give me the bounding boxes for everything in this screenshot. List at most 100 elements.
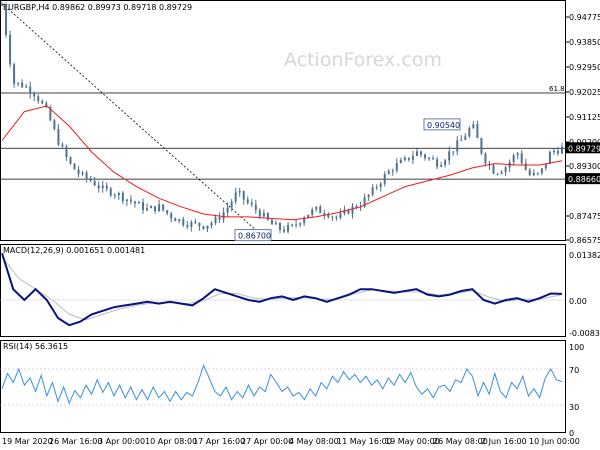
candle-body	[484, 153, 487, 164]
candle-body	[186, 224, 189, 227]
candle-body	[150, 206, 153, 209]
x-tick-label: 10 Jun 00:00	[529, 437, 580, 446]
candle-body	[218, 217, 221, 220]
macd-y-tick-label: 0.00	[569, 297, 587, 306]
candle-body	[25, 86, 28, 88]
candle-body	[93, 180, 96, 186]
candle-body	[496, 173, 499, 175]
candle-body	[351, 206, 354, 214]
candle-body	[41, 100, 44, 104]
candle-body	[202, 226, 205, 229]
candle-body	[544, 163, 547, 169]
candle-body	[57, 128, 60, 145]
candle-body	[214, 217, 217, 224]
price-y-tick-label: 0.91125	[569, 113, 600, 122]
candle-body	[174, 218, 177, 222]
candle-body	[379, 183, 382, 188]
candle-body	[9, 34, 12, 65]
candle-body	[339, 213, 342, 218]
macd-y-tick-label: 0.013821	[569, 251, 600, 260]
candle-body	[97, 185, 100, 189]
candle-body	[504, 167, 507, 172]
macd-panel-title: MACD(12,26,9) 0.001651 0.001481	[3, 246, 145, 255]
candle-body	[524, 163, 527, 170]
rsi-y-tick-label: 100	[569, 343, 584, 352]
candle-body	[327, 214, 330, 218]
candle-body	[238, 191, 241, 193]
x-tick-label: 17 Apr 16:00	[193, 437, 245, 446]
price-annotation-label: 0.90540	[427, 121, 460, 130]
candle-body	[540, 168, 543, 174]
candle-body	[69, 157, 72, 164]
candle-body	[391, 170, 394, 172]
candle-body	[347, 209, 350, 214]
candle-body	[383, 174, 386, 184]
candle-body	[335, 216, 338, 218]
candle-body	[556, 150, 559, 154]
candle-body	[480, 138, 483, 154]
x-tick-label: 19 May 00:00	[385, 437, 440, 446]
candle-body	[500, 171, 503, 174]
candle-body	[295, 224, 298, 226]
candle-body	[222, 212, 225, 220]
candle-body	[246, 199, 249, 203]
candle-body	[1, 4, 3, 6]
candle-body	[113, 195, 116, 197]
candle-body	[395, 162, 398, 171]
candle-body	[81, 172, 84, 174]
candle-body	[436, 159, 439, 167]
level-price-box	[566, 173, 600, 185]
moving-average-line	[1, 105, 563, 221]
rsi-panel-title: RSI(14) 56.3615	[3, 342, 68, 351]
price-annotation-box	[423, 118, 461, 131]
candle-body	[476, 124, 479, 139]
x-tick-label: 4 May 08:00	[289, 437, 339, 446]
candle-body	[456, 140, 459, 152]
x-tick-label: 11 May 16:00	[337, 437, 392, 446]
x-tick-label: 19 Mar 2020	[2, 437, 53, 446]
watermark: ActionForex.com	[284, 49, 442, 71]
candle-body	[307, 214, 310, 218]
candle-body	[142, 202, 145, 211]
candle-body	[428, 157, 431, 159]
candle-body	[371, 187, 374, 195]
candle-body	[226, 207, 229, 213]
macd-y-axis: 0.013821 0.00 -0.008397	[569, 251, 600, 338]
price-y-tick-label: 0.92025	[569, 88, 600, 97]
candle-body	[77, 169, 80, 174]
candle-body	[363, 197, 366, 207]
candle-body	[146, 208, 149, 211]
candle-body	[464, 136, 467, 140]
candle-body	[33, 93, 36, 97]
candle-body	[287, 225, 290, 232]
x-tick-label: 3 Apr 00:00	[98, 437, 145, 446]
candle-body	[299, 223, 302, 225]
candle-body	[319, 206, 322, 214]
candle-body	[254, 204, 257, 211]
candle-body	[367, 194, 370, 198]
macd-main-line	[1, 252, 563, 327]
candle-body	[73, 163, 76, 170]
candle-body	[61, 144, 64, 147]
candle-body	[468, 128, 471, 137]
candle-body	[109, 188, 112, 196]
candle-body	[516, 153, 519, 156]
candle-body	[53, 120, 56, 129]
candle-body	[444, 160, 447, 166]
candle-body	[452, 151, 455, 153]
candle-body	[432, 157, 435, 160]
candle-body	[29, 86, 32, 94]
price-y-tick-label: 0.93850	[569, 38, 600, 47]
price-y-tick-label: 0.86575	[569, 236, 600, 245]
fib-level-label: 61.8	[549, 85, 565, 93]
rsi-panel-frame	[0, 340, 566, 433]
candle-body	[234, 192, 237, 202]
candle-body	[162, 204, 165, 211]
macd-lines	[0, 252, 565, 327]
price-panel-title: EURGBP,H4 0.89862 0.89973 0.89718 0.8972…	[3, 3, 192, 12]
candle-body	[137, 202, 140, 204]
rsi-y-axis: 100 70 30 0	[569, 343, 584, 438]
candle-body	[407, 157, 410, 160]
candle-body	[399, 159, 402, 163]
